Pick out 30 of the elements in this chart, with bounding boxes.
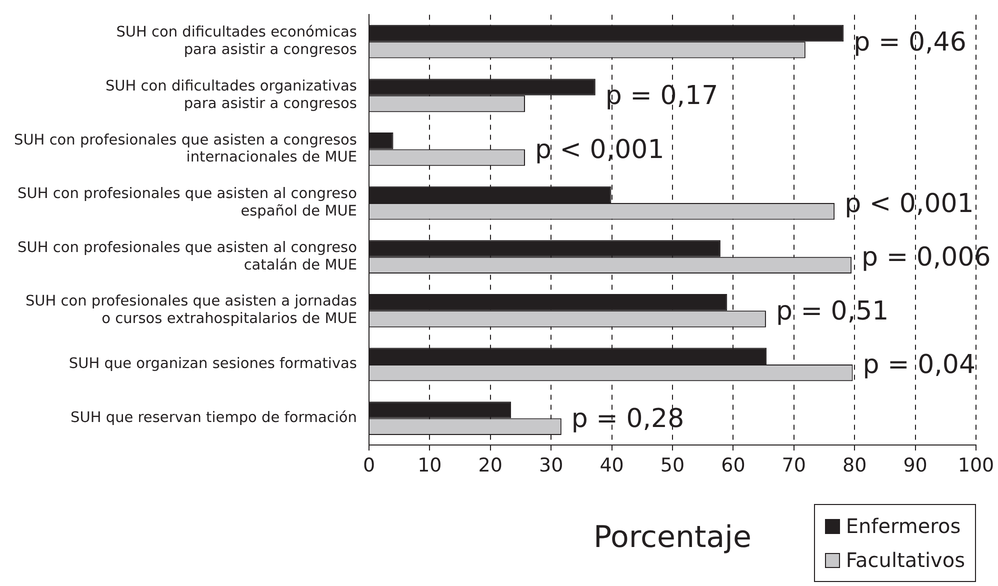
x-tick-label: 60 — [721, 454, 746, 477]
annotation: p = 0,51 — [776, 296, 889, 326]
y-tick-label: SUH con profesionales que asisten al congreso catalán de MUE — [18, 240, 358, 274]
x-tick-label: 50 — [660, 454, 685, 477]
x-tick-label: 30 — [538, 454, 564, 477]
annotation: p = 0,04 — [862, 350, 976, 380]
legend-label: Facultativos — [846, 547, 965, 574]
y-tick-label: SUH con profesionales que asisten al congreso español de MUE — [18, 186, 358, 220]
x-tick-label: 100 — [958, 454, 994, 477]
x-tick-label: 90 — [903, 454, 928, 477]
annotation: p = 0,17 — [605, 81, 718, 112]
x-tick-label: 10 — [418, 454, 442, 477]
y-tick-label: SUH con dificultades organizativas para asistir a congresos — [105, 78, 357, 112]
annotation: p = 0,46 — [854, 27, 966, 58]
x-tick-label: 70 — [782, 454, 806, 477]
y-tick-label: SUH con profesionales que asisten a jornadas o cursos extrahospitalarios de MUE — [25, 294, 357, 328]
x-tick-label: 40 — [600, 454, 624, 477]
annotation: p < 0,001 — [534, 134, 664, 165]
x-axis-title: Porcentaje — [594, 520, 752, 555]
y-tick-label: SUH que organizan sesiones formativas — [68, 356, 357, 372]
y-tick-label: SUH que reservan tiempo de formación — [70, 410, 357, 426]
annotation: p = 0,006 — [862, 242, 991, 273]
annotation: p < 0,001 — [844, 188, 974, 219]
y-tick-label: SUH con profesionales que asisten a congresos internacionales de MUE — [14, 132, 357, 166]
legend-label: Enfermeros — [846, 513, 961, 540]
x-tick-label: 0 — [362, 454, 376, 477]
y-tick-label: SUH con dificultades económicas para asistir a congresos — [116, 24, 357, 58]
x-tick-label: 20 — [478, 454, 502, 477]
annotation: p = 0,28 — [571, 404, 684, 434]
x-tick-label: 80 — [842, 454, 867, 477]
